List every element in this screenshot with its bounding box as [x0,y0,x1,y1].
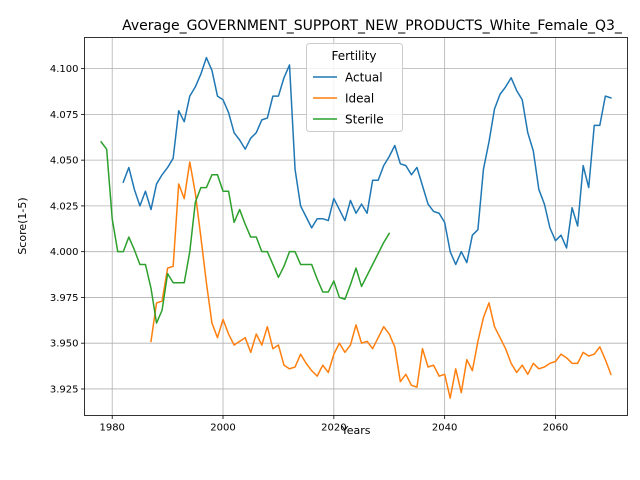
y-tick-label: 3.950 [50,339,79,350]
series-line-ideal [150,161,612,399]
plot-frame [84,37,628,416]
x-tick-label: 2020 [321,423,346,434]
legend-label-sterile: Sterile [345,113,384,127]
y-tick-label: 4.000 [50,247,79,258]
tick-layer: 1980 2000 2020 2040 2060 3.925 3.950 3.975 4.000… [50,64,568,433]
series-line-sterile [100,140,391,324]
y-tick-label: 4.050 [50,156,79,167]
y-tick-label: 3.925 [50,384,79,395]
x-tick-label: 2000 [210,423,235,434]
legend-box [306,43,403,132]
legend-label-ideal: Ideal [345,92,374,106]
x-tick-label: 1980 [99,423,124,434]
legend-title: Fertility [331,49,376,63]
x-tick-label: 2040 [432,423,457,434]
series-layer [100,56,612,399]
x-tick-label: 2060 [543,423,568,434]
chart-title: Average_GOVERNMENT_SUPPORT_NEW_PRODUCTS_… [122,18,623,34]
legend-label-actual: Actual [345,71,383,85]
x-axis-title: Years [340,424,370,437]
series-line-actual [122,56,612,266]
y-tick-label: 4.025 [50,201,79,212]
y-tick-label: 3.975 [50,293,79,304]
y-tick-label: 4.075 [50,110,79,121]
y-tick-label: 4.100 [50,64,79,75]
legend: Fertility Actual Ideal Sterile [306,43,403,132]
y-axis-title: Score(1-5) [16,197,29,254]
